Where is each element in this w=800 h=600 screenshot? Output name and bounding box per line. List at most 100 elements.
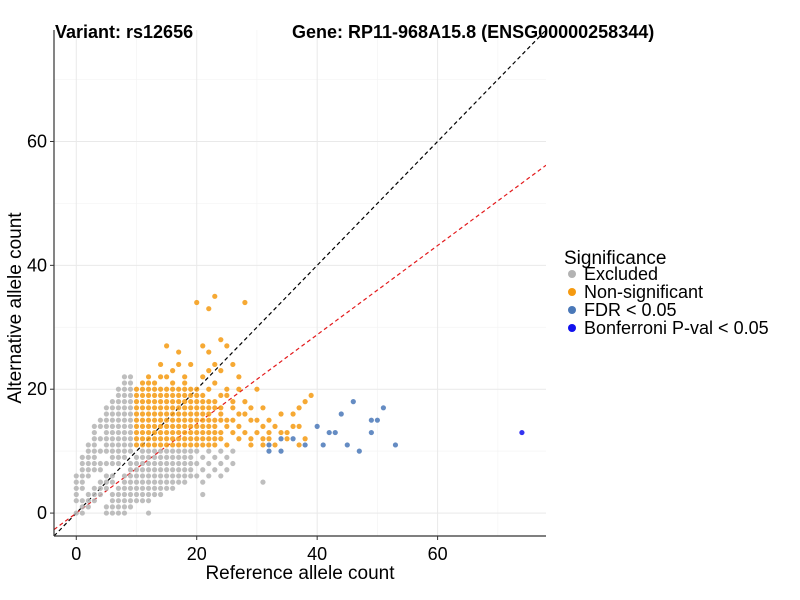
- data-point: [206, 460, 212, 467]
- data-point: [109, 479, 116, 485]
- data-point: [115, 417, 122, 423]
- data-point: [151, 479, 158, 485]
- data-point: [139, 399, 146, 405]
- data-point: [145, 491, 152, 498]
- data-point: [218, 460, 224, 467]
- data-point: [115, 491, 122, 498]
- data-point: [182, 460, 188, 467]
- data-point: [278, 448, 284, 454]
- data-point: [115, 436, 122, 442]
- data-point: [127, 399, 134, 405]
- data-point: [206, 448, 212, 454]
- data-point: [242, 429, 248, 436]
- data-point: [164, 454, 170, 460]
- data-point: [164, 392, 170, 399]
- data-point: [368, 429, 374, 436]
- data-point: [182, 467, 188, 473]
- data-point: [224, 343, 230, 349]
- data-point: [200, 436, 206, 442]
- data-point: [182, 448, 188, 454]
- data-point: [85, 504, 91, 510]
- data-point: [188, 417, 194, 423]
- data-point: [170, 429, 176, 436]
- data-point: [121, 510, 128, 516]
- data-point: [290, 436, 296, 442]
- x-axis-title: Reference allele count: [205, 563, 395, 584]
- data-point: [133, 429, 140, 436]
- data-point: [206, 429, 212, 436]
- data-point: [97, 448, 103, 454]
- data-point: [266, 442, 272, 448]
- data-point: [212, 423, 218, 429]
- data-point: [103, 429, 109, 436]
- data-point: [236, 386, 242, 392]
- data-point: [182, 417, 188, 423]
- data-point: [139, 405, 146, 411]
- y-tick-label: 60: [27, 131, 47, 151]
- data-point: [188, 429, 194, 436]
- data-point: [121, 386, 128, 392]
- data-point: [145, 423, 152, 429]
- data-point: [91, 442, 97, 448]
- data-point: [139, 436, 146, 442]
- data-point: [109, 436, 116, 442]
- data-point: [115, 386, 122, 392]
- data-point: [230, 361, 236, 368]
- data-point: [121, 380, 128, 386]
- data-point: [194, 417, 200, 423]
- data-point: [127, 460, 134, 467]
- data-point: [133, 423, 140, 429]
- legend-title: Significance: [564, 248, 666, 269]
- data-point: [212, 429, 218, 436]
- data-point: [91, 436, 97, 442]
- data-point: [164, 460, 170, 467]
- data-point: [109, 423, 116, 429]
- data-point: [170, 442, 176, 448]
- data-point: [296, 405, 302, 411]
- data-point: [236, 411, 242, 417]
- data-point: [392, 442, 399, 448]
- x-tick-labels: 0 20 40 60: [71, 544, 447, 564]
- x-tick-label: 40: [307, 544, 327, 564]
- data-point: [176, 411, 182, 417]
- data-point: [296, 442, 302, 448]
- data-point: [121, 504, 128, 510]
- data-point: [133, 399, 140, 405]
- reference-line-identity: [54, 30, 546, 536]
- data-point: [151, 460, 158, 467]
- data-point: [145, 386, 152, 392]
- data-point: [145, 448, 152, 454]
- data-point: [157, 423, 164, 429]
- data-point: [115, 399, 122, 405]
- data-point: [260, 436, 266, 442]
- data-point: [115, 510, 122, 516]
- x-tick-label: 20: [187, 544, 207, 564]
- data-point: [133, 479, 140, 485]
- data-point: [266, 436, 272, 442]
- data-point: [212, 380, 218, 386]
- data-point: [164, 411, 170, 417]
- reference-lines: [54, 30, 546, 536]
- data-point: [236, 423, 242, 429]
- data-point: [176, 473, 182, 479]
- data-point: [254, 429, 260, 436]
- legend-swatch: [568, 324, 576, 332]
- data-point: [157, 448, 164, 454]
- data-point: [109, 405, 116, 411]
- data-point: [157, 392, 164, 399]
- data-point: [218, 411, 224, 417]
- data-point: [157, 417, 164, 423]
- data-point: [145, 479, 152, 485]
- data-point: [103, 411, 109, 417]
- data-point: [206, 442, 212, 448]
- data-point: [170, 473, 176, 479]
- data-point: [103, 485, 109, 491]
- data-point: [157, 374, 164, 380]
- data-point: [224, 467, 230, 473]
- data-point: [145, 467, 152, 473]
- data-point: [200, 343, 206, 349]
- data-point: [224, 417, 230, 423]
- data-point: [121, 473, 128, 479]
- data-point: [133, 485, 140, 491]
- data-point: [218, 448, 224, 454]
